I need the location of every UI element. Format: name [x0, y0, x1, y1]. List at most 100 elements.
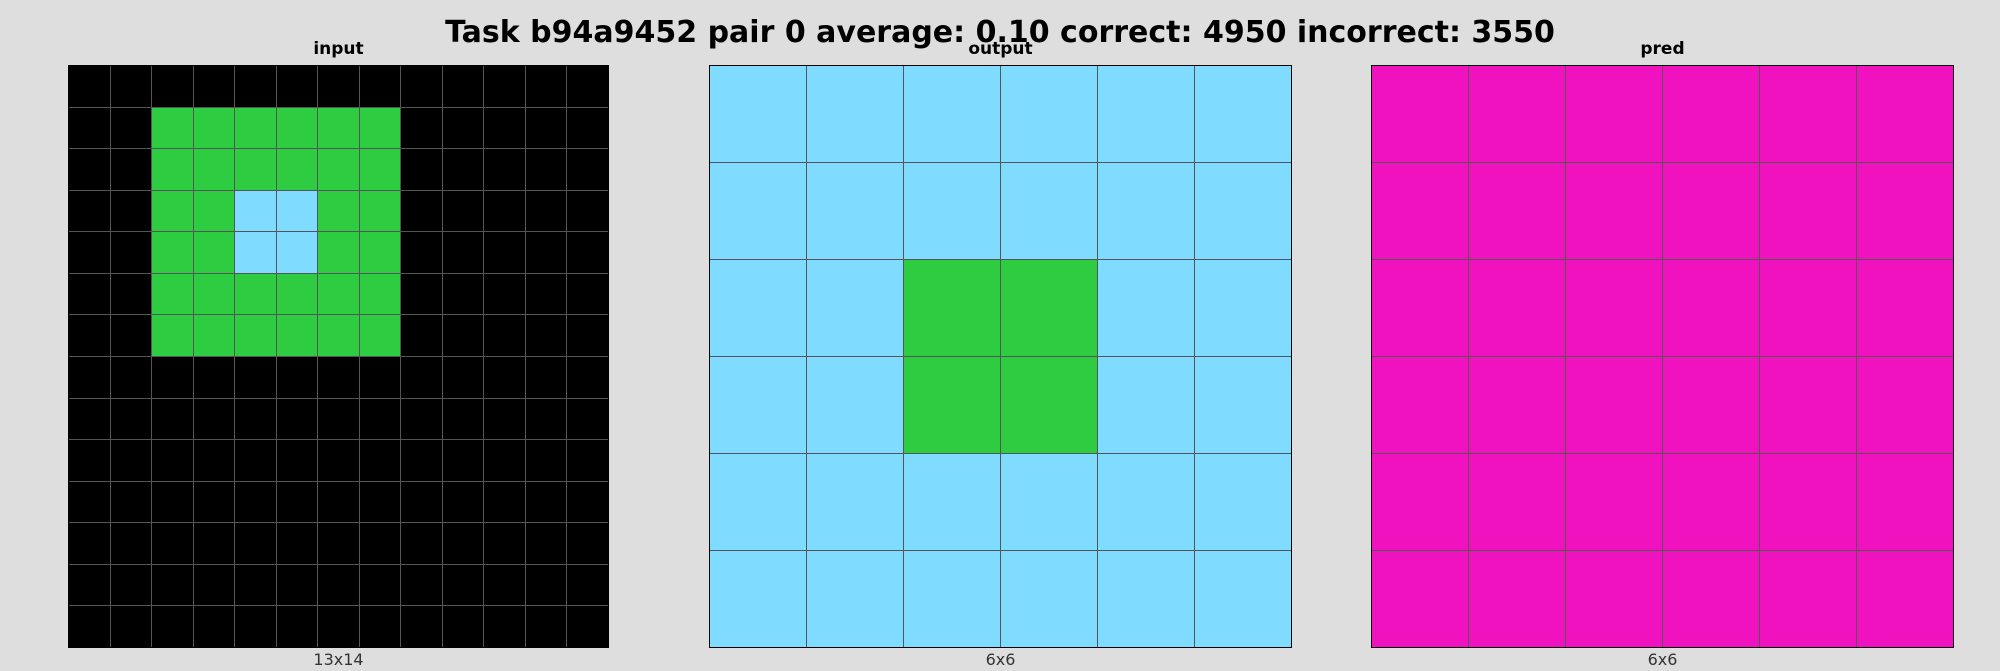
output-cell: [1001, 66, 1097, 162]
input-cell: [152, 315, 193, 356]
input-cell: [401, 357, 442, 398]
output-cell: [1195, 66, 1291, 162]
output-cell: [904, 163, 1000, 259]
input-cell: [525, 149, 567, 190]
output-cell: [807, 551, 903, 647]
output-cell: [807, 357, 903, 453]
input-cell: [567, 357, 608, 398]
input-cell: [401, 564, 442, 606]
output-cell: [710, 551, 806, 647]
pred-cell: [1469, 163, 1565, 259]
input-cell: [276, 440, 318, 481]
input-cell: [318, 66, 359, 107]
input-cell: [235, 315, 276, 356]
pred-cell: [1469, 357, 1565, 453]
input-cell: [567, 232, 608, 273]
output-panel-label: output: [968, 39, 1033, 59]
input-cell: [401, 606, 442, 647]
input-cell: [193, 149, 235, 190]
input-cell: [69, 564, 110, 606]
input-cell: [276, 273, 318, 315]
output-cell: [710, 260, 806, 356]
output-cell: [904, 551, 1000, 647]
input-cell: [69, 232, 110, 273]
input-cell: [401, 315, 442, 356]
input-cell: [193, 107, 235, 149]
input-cell: [276, 398, 318, 440]
pred-cell: [1372, 551, 1468, 647]
input-cell: [442, 523, 484, 564]
pred-cell: [1760, 66, 1856, 162]
pred-grid: [1371, 65, 1954, 648]
output-dims: 6x6: [985, 650, 1016, 669]
input-cell: [193, 273, 235, 315]
input-cell: [69, 315, 110, 356]
input-cell: [235, 481, 276, 523]
output-cell: [1098, 66, 1194, 162]
output-cell: [1001, 551, 1097, 647]
input-cell: [276, 66, 318, 107]
input-cell: [69, 523, 110, 564]
input-cell: [69, 190, 110, 232]
pred-cell: [1566, 260, 1662, 356]
output-cell: [1195, 260, 1291, 356]
input-cell: [484, 481, 525, 523]
input-cell: [401, 523, 442, 564]
input-cell: [359, 481, 401, 523]
pred-cell: [1857, 66, 1953, 162]
input-cell: [276, 149, 318, 190]
input-cell: [442, 190, 484, 232]
input-cell: [484, 523, 525, 564]
input-cell: [152, 357, 193, 398]
input-cell: [442, 149, 484, 190]
pred-dims: 6x6: [1647, 650, 1678, 669]
input-cell: [110, 107, 152, 149]
output-cell: [1001, 454, 1097, 550]
input-cell: [152, 273, 193, 315]
input-cell: [359, 564, 401, 606]
input-panel-label: input: [313, 39, 364, 59]
input-cell: [318, 481, 359, 523]
input-cell: [69, 440, 110, 481]
pred-cell: [1372, 163, 1468, 259]
input-cell: [484, 107, 525, 149]
pred-cell: [1663, 551, 1759, 647]
input-cell: [152, 66, 193, 107]
pred-cell: [1663, 454, 1759, 550]
pred-cell: [1566, 66, 1662, 162]
input-cell: [484, 315, 525, 356]
input-cell: [110, 273, 152, 315]
input-cell: [359, 232, 401, 273]
input-cell: [567, 606, 608, 647]
pred-cell: [1760, 357, 1856, 453]
input-cell: [193, 523, 235, 564]
input-cell: [442, 440, 484, 481]
pred-cell: [1372, 260, 1468, 356]
input-cell: [484, 66, 525, 107]
input-cell: [567, 190, 608, 232]
input-cell: [276, 190, 318, 232]
pred-cell: [1469, 66, 1565, 162]
pred-cell: [1372, 66, 1468, 162]
output-cell: [1195, 163, 1291, 259]
input-cell: [193, 564, 235, 606]
output-cell: [710, 454, 806, 550]
input-cell: [110, 232, 152, 273]
input-cell: [525, 315, 567, 356]
input-cell: [359, 440, 401, 481]
input-cell: [152, 190, 193, 232]
pred-cell: [1857, 551, 1953, 647]
input-cell: [359, 398, 401, 440]
pred-cell: [1857, 163, 1953, 259]
input-cell: [152, 523, 193, 564]
input-cell: [442, 232, 484, 273]
output-cell: [1098, 454, 1194, 550]
input-cell: [193, 398, 235, 440]
output-cell: [1195, 551, 1291, 647]
input-cell: [235, 66, 276, 107]
input-cell: [484, 564, 525, 606]
pred-cell: [1760, 163, 1856, 259]
input-cell: [152, 564, 193, 606]
output-cell: [1195, 357, 1291, 453]
